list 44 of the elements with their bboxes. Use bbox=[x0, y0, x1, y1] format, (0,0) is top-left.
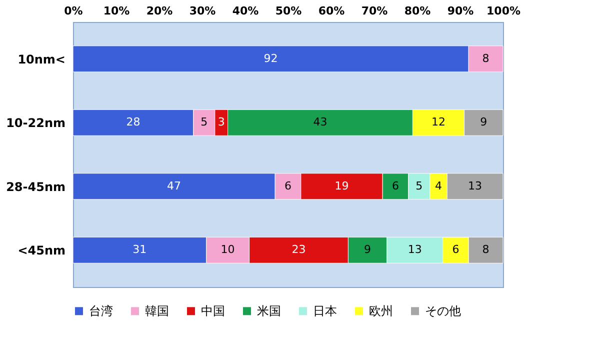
data-label: 6 bbox=[284, 179, 292, 192]
x-tick-label: 100% bbox=[486, 4, 520, 18]
legend-label: 欧州 bbox=[369, 304, 393, 318]
y-tick-label: <45nm bbox=[18, 244, 66, 258]
data-label: 43 bbox=[313, 116, 328, 129]
legend-label: その他 bbox=[425, 304, 461, 318]
x-tick-label: 70% bbox=[361, 4, 388, 18]
x-tick-label: 40% bbox=[232, 4, 259, 18]
x-tick-label: 80% bbox=[404, 4, 431, 18]
y-tick-label: 10nm< bbox=[18, 52, 66, 66]
x-tick-label: 20% bbox=[146, 4, 173, 18]
data-label: 92 bbox=[264, 52, 278, 65]
data-label: 3 bbox=[218, 116, 225, 129]
data-label: 28 bbox=[126, 116, 140, 129]
y-tick-label: 28-45nm bbox=[6, 180, 66, 194]
data-label: 13 bbox=[468, 179, 482, 192]
x-tick-label: 0% bbox=[64, 4, 83, 18]
legend-label: 中国 bbox=[201, 304, 225, 318]
legend-label: 韓国 bbox=[145, 304, 169, 318]
data-label: 8 bbox=[482, 243, 490, 256]
legend-label: 日本 bbox=[313, 304, 337, 318]
data-label: 31 bbox=[132, 243, 147, 256]
y-tick-label: 10-22nm bbox=[6, 116, 66, 130]
x-tick-label: 30% bbox=[189, 4, 216, 18]
legend-label: 米国 bbox=[257, 304, 281, 318]
data-label: 10 bbox=[220, 243, 235, 256]
data-label: 5 bbox=[200, 116, 208, 129]
data-label: 6 bbox=[392, 179, 399, 192]
data-label: 9 bbox=[364, 243, 372, 256]
data-label: 23 bbox=[292, 243, 306, 256]
data-label: 12 bbox=[432, 116, 446, 129]
data-label: 9 bbox=[480, 116, 488, 129]
data-label: 6 bbox=[452, 243, 460, 256]
data-label: 4 bbox=[435, 179, 442, 192]
x-tick-label: 90% bbox=[447, 4, 474, 18]
x-tick-label: 60% bbox=[318, 4, 345, 18]
x-tick-label: 50% bbox=[275, 4, 302, 18]
data-label: 13 bbox=[408, 243, 422, 256]
data-label: 19 bbox=[334, 179, 349, 192]
x-tick-label: 10% bbox=[103, 4, 130, 18]
data-label: 8 bbox=[482, 52, 490, 65]
data-label: 5 bbox=[416, 179, 423, 192]
data-label: 47 bbox=[167, 179, 182, 192]
legend-label: 台湾 bbox=[89, 304, 113, 318]
